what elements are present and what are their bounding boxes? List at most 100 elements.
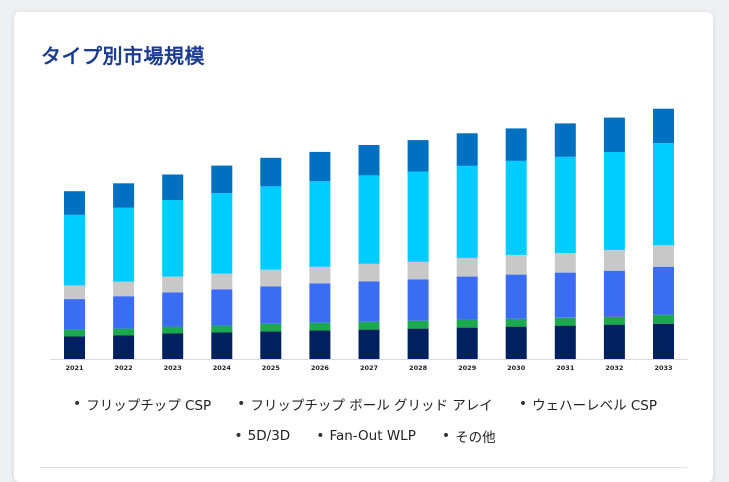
bar-segment-2026[interactable]	[309, 151, 331, 182]
legend-row-2: • 5D/3D • Fan-Out WLP • その他	[40, 426, 690, 446]
bar-segment-2023[interactable]	[162, 326, 184, 334]
bar-segment-2032[interactable]	[603, 151, 625, 250]
bar-segment-2028[interactable]	[407, 140, 429, 172]
stacked-bar-chart: 2021 2022 2023 2024 2025 2026 2027 2028 2029 2030…	[50, 108, 688, 372]
legend-label: フリップチップ CSP	[86, 398, 212, 414]
bar-segment-2032[interactable]	[603, 117, 625, 152]
bar-segment-2033[interactable]	[653, 266, 674, 315]
bar-segment-2026[interactable]	[309, 181, 331, 267]
bar-segment-2021[interactable]	[64, 336, 85, 359]
bar-segment-2025[interactable]	[260, 269, 282, 287]
bar-segment-2028[interactable]	[407, 320, 429, 329]
bar-segment-2030[interactable]	[505, 128, 527, 161]
bar-segment-2028[interactable]	[407, 328, 429, 359]
bar-segment-2022[interactable]	[113, 281, 135, 297]
bar-segment-2030[interactable]	[505, 274, 527, 319]
legend-row-1: • フリップチップ CSP • フリップチップ ボール グリッド アレイ • ウ…	[40, 394, 690, 414]
bar-segment-2030[interactable]	[505, 255, 527, 275]
bar-segment-2032[interactable]	[603, 270, 625, 317]
bar-segment-2023[interactable]	[162, 200, 184, 277]
bar-segment-2021[interactable]	[64, 299, 85, 330]
legend: • フリップチップ CSP • フリップチップ ボール グリッド アレイ • ウ…	[40, 394, 690, 458]
bar-segment-2023[interactable]	[162, 292, 184, 327]
x-tick-label: 2033	[654, 364, 672, 372]
bar-segment-2033[interactable]	[653, 245, 674, 267]
bar-segment-2022[interactable]	[113, 296, 135, 329]
bar-segment-2032[interactable]	[603, 316, 625, 325]
x-tick-label: 2021	[65, 364, 84, 372]
legend-item-5d-3d[interactable]: • 5D/3D	[234, 428, 290, 444]
bar-segment-2029[interactable]	[456, 165, 478, 258]
bar-segment-2028[interactable]	[407, 261, 429, 280]
bar-segment-2033[interactable]	[653, 323, 674, 359]
bar-segment-2023[interactable]	[162, 276, 184, 293]
bar-segment-2021[interactable]	[64, 285, 85, 300]
bar-segment-2032[interactable]	[603, 250, 625, 271]
bar-segment-2031[interactable]	[554, 272, 576, 318]
legend-item-wafer-level-csp[interactable]: • ウェハーレベル CSP	[519, 394, 657, 414]
legend-item-fan-out-wlp[interactable]: • Fan-Out WLP	[316, 428, 416, 444]
bar-segment-2025[interactable]	[260, 186, 282, 270]
bar-segment-2029[interactable]	[456, 319, 478, 328]
bar-segment-2029[interactable]	[456, 133, 478, 166]
bullet-icon: •	[441, 428, 451, 444]
bar-segment-2024[interactable]	[211, 325, 233, 333]
legend-label: Fan-Out WLP	[329, 428, 416, 444]
bar-segment-2022[interactable]	[113, 328, 135, 336]
bar-segment-2022[interactable]	[113, 207, 135, 282]
bar-segment-2024[interactable]	[211, 332, 233, 360]
bullet-icon: •	[234, 428, 243, 444]
bar-segment-2021[interactable]	[64, 329, 85, 337]
chart-card: タイプ別市場規模 2021 2022 2023 2024 2025 2026 2027 202…	[14, 12, 713, 482]
x-tick-label: 2026	[311, 364, 330, 372]
bar-segment-2029[interactable]	[456, 327, 478, 359]
bar-segment-2024[interactable]	[211, 165, 233, 194]
bar-segment-2025[interactable]	[260, 331, 282, 360]
x-tick-label: 2022	[115, 364, 133, 372]
bar-segment-2023[interactable]	[162, 174, 184, 201]
bar-segment-2023[interactable]	[162, 333, 184, 360]
divider	[40, 467, 687, 468]
bar-segment-2025[interactable]	[260, 286, 282, 324]
bar-segment-2033[interactable]	[653, 143, 674, 246]
bar-segment-2022[interactable]	[113, 335, 135, 359]
bar-segment-2022[interactable]	[113, 183, 135, 208]
bar-segment-2027[interactable]	[358, 263, 380, 282]
x-tick-label: 2029	[458, 364, 477, 372]
bar-segment-2027[interactable]	[358, 281, 380, 322]
bar-segment-2032[interactable]	[603, 324, 625, 359]
bar-segment-2031[interactable]	[554, 123, 576, 157]
bar-segment-2025[interactable]	[260, 157, 282, 187]
bar-segment-2026[interactable]	[309, 322, 331, 331]
bar-segment-2031[interactable]	[554, 325, 576, 359]
bar-segment-2027[interactable]	[358, 321, 380, 330]
x-tick-label: 2027	[360, 364, 378, 372]
bar-segment-2030[interactable]	[505, 326, 527, 359]
bar-segment-2027[interactable]	[358, 145, 380, 176]
bar-segment-2031[interactable]	[554, 156, 576, 253]
bar-segment-2033[interactable]	[653, 108, 674, 144]
bar-segment-2027[interactable]	[358, 329, 380, 359]
bar-segment-2029[interactable]	[456, 257, 478, 277]
bar-segment-2030[interactable]	[505, 160, 527, 255]
bar-segment-2021[interactable]	[64, 214, 85, 286]
bar-segment-2024[interactable]	[211, 289, 233, 326]
bar-segment-2033[interactable]	[653, 314, 674, 324]
bar-segment-2031[interactable]	[554, 253, 576, 273]
bar-segment-2030[interactable]	[505, 318, 527, 327]
bar-segment-2024[interactable]	[211, 193, 233, 274]
bar-segment-2026[interactable]	[309, 266, 331, 284]
bar-segment-2026[interactable]	[309, 283, 331, 323]
bar-segment-2031[interactable]	[554, 317, 576, 326]
bar-segment-2021[interactable]	[64, 191, 85, 215]
bar-segment-2024[interactable]	[211, 273, 233, 290]
bar-segment-2025[interactable]	[260, 323, 282, 332]
bar-segment-2027[interactable]	[358, 175, 380, 264]
legend-item-flipchip-csp[interactable]: • フリップチップ CSP	[73, 394, 211, 414]
bar-segment-2029[interactable]	[456, 276, 478, 320]
legend-item-others[interactable]: • その他	[442, 426, 496, 446]
bar-segment-2028[interactable]	[407, 279, 429, 321]
legend-item-flipchip-bga[interactable]: • フリップチップ ボール グリッド アレイ	[237, 394, 493, 414]
bar-segment-2028[interactable]	[407, 171, 429, 262]
bar-segment-2026[interactable]	[309, 330, 331, 360]
